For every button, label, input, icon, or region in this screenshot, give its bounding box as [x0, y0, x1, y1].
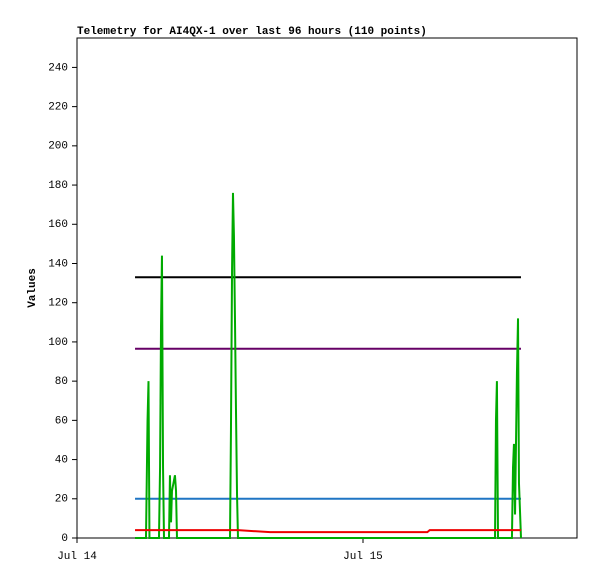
y-tick-label: 220 — [48, 102, 68, 114]
y-tick-label: 200 — [48, 141, 68, 153]
y-tick-label: 180 — [48, 180, 68, 192]
y-tick-label: 120 — [48, 298, 68, 310]
y-tick-label: 20 — [55, 494, 68, 506]
y-tick-label: 160 — [48, 219, 68, 231]
x-tick-label: Jul 14 — [57, 551, 97, 563]
y-tick-label: 140 — [48, 258, 68, 270]
y-tick-label: 240 — [48, 62, 68, 74]
y-axis-label: Values — [27, 268, 39, 308]
y-tick-label: 0 — [61, 533, 68, 545]
y-tick-label: 60 — [55, 415, 68, 427]
y-tick-label: 40 — [55, 454, 68, 466]
y-tick-label: 80 — [55, 376, 68, 388]
series-line — [135, 529, 521, 534]
x-tick-label: Jul 15 — [343, 551, 383, 563]
series-line — [135, 192, 522, 539]
y-tick-label: 100 — [48, 337, 68, 349]
chart-title: Telemetry for AI4QX-1 over last 96 hours… — [77, 26, 427, 38]
